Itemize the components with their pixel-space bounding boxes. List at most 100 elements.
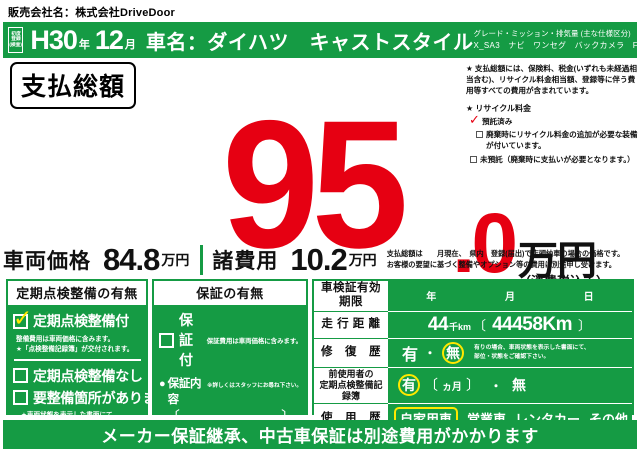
divider (200, 245, 204, 275)
recycle-not-deposited-label: 未預託（廃棄時に支払いが必要となります。） (480, 155, 635, 165)
previous-record-label-line-2: 定期点検整備記録簿 (319, 379, 383, 402)
recycle-extra-equipment-row[interactable]: 廃棄時にリサイクル料金の追加が必要な装備が付いています。 (476, 130, 638, 152)
recycle-fee-heading: ★ リサイクル料金 (466, 104, 531, 114)
spec-label-mileage: 走 行 距 離 (314, 311, 388, 339)
warranty-content-row: ● 保証内容 ※詳しくはスタッフにお尋ね下さい。 (159, 375, 302, 407)
spec-label-repair-history: 修 復 歴 (314, 338, 388, 368)
vehicle-price-label: 車両価格 (3, 250, 91, 273)
total-payment-label: 支払総額 (10, 62, 137, 109)
checkbox-empty-icon (476, 131, 483, 139)
total-price-integer: 95 (222, 82, 409, 286)
bracket-open-icon: 〔 (473, 317, 487, 333)
bullet-icon: ● (159, 378, 166, 390)
spec-value-mileage: 44 千km 〔 44458Km 〕 (387, 311, 632, 339)
fees-unit: 万円 (348, 252, 377, 268)
spec-label-inspection-expiry: 車検証有効期限 (314, 281, 388, 312)
warranty-option-with-note: 保証費用は車両価格に含みます。 (206, 337, 302, 345)
first-registration-badge: 初度 登録 (検査) (8, 27, 24, 53)
previous-record-yes-selected[interactable]: 有 (397, 374, 420, 397)
total-includes-note: ★ 支払総額には、保険料、税金(いずれも未経過相当含む)、リサイクル料金相当額、… (466, 64, 637, 95)
inspection-option-needs-repair[interactable]: 要整備箇所があります (13, 388, 170, 408)
title-bar: 初度 登録 (検査) H30 年 12 月 車名：ダイハツ キャストスタイル グ… (3, 22, 640, 58)
price-disclaimer-line-1: 支払総額は 月現在、 県内 登録(届出)で店頭納車の場合の価格です。 (386, 249, 625, 259)
registration-year: H30 (30, 24, 78, 55)
badge-line-3: (検査) (9, 41, 23, 48)
inspection-sub-notes: 整備費用は車両価格に含みます。 ★「点検整備記録簿」が交付されます。 (16, 335, 142, 354)
inspection-option-none-label: 定期点検整備なし (33, 367, 143, 384)
inspection-footnote-line-1: ★車両状態を表示した書面にて、 (21, 411, 119, 419)
inspection-sub-line-1: 整備費用は車両価格に含みます。 (16, 336, 115, 343)
repair-history-yes[interactable]: 有 (401, 346, 418, 364)
inspection-option-none[interactable]: 定期点検整備なし (13, 366, 143, 386)
recycle-not-deposited-row[interactable]: 未預託（廃棄時に支払いが必要となります。） (470, 155, 638, 166)
mileage-exact: 44458Km (492, 313, 573, 335)
inspection-sub-line-2: ★「点検整備記録簿」が交付されます。 (16, 345, 134, 353)
inspection-option-with-label: 定期点検整備付 (33, 313, 129, 329)
expiry-year-label: 年 (426, 292, 437, 304)
recycle-deposited-label: 預託済み (482, 116, 513, 126)
notes-panel: ★ 支払総額には、保険料、税金(いずれも未経過相当含む)、リサイクル料金相当額、… (466, 64, 638, 169)
warranty-period-km: 千km (243, 448, 265, 453)
separator-dot-icon: ・ (423, 346, 436, 361)
repair-history-note-line-2: 部位・状態をご確認下さい。 (473, 353, 550, 360)
repair-history-note-line-1: 有りの場合、車両状態を表示した書面にて、 (473, 345, 590, 352)
warranty-panel: 保証の有無 保証付 保証費用は車両価格に含みます。 ● 保証内容 ※詳しくはスタ… (152, 279, 308, 453)
dealer-line: 販売会社名：株式会社DriveDoor (8, 4, 175, 20)
bracket-open-icon: 〔 (165, 444, 180, 453)
inspection-option-needs-repair-label: 要整備箇所があります (33, 389, 170, 406)
warranty-option-with-label: 保証付 (179, 312, 193, 368)
badge-line-2: 登録 (10, 36, 21, 43)
checkbox-empty-icon (159, 332, 174, 348)
warranty-content-label: 保証内容 (167, 378, 202, 406)
divider (14, 359, 141, 361)
recycle-deposited-row[interactable]: 預託済み (469, 113, 638, 128)
vehicle-price-value: 84.8 (103, 242, 160, 277)
previous-record-no[interactable]: 無 (511, 377, 526, 394)
bracket-close-icon: 〕 (281, 444, 296, 453)
table-row-inspection-expiry: 車検証有効期限 年 月 日 (314, 281, 632, 312)
expiry-month-label: 月 (504, 292, 515, 304)
spec-table-panel: 車検証有効期限 年 月 日 走 行 距 離 44 千km (312, 279, 634, 434)
grade-value: X_SA3 ナビ ワンセグ バックカメラ Frドラレコ (473, 40, 640, 50)
repair-history-note: 有りの場合、車両状態を表示した書面にて、 部位・状態をご確認下さい。 (474, 344, 590, 361)
car-name: 車名：ダイハツ キャストスタイル (145, 31, 474, 54)
price-disclaimer-line-2: お客様の要望に基づく整備やオプション等の費用は別途申し受けます。 (386, 260, 616, 269)
separator-dot-icon: ・ (489, 378, 502, 393)
grade-info: グレード・ミッション・排気量 (主な仕様区分) X_SA3 ナビ ワンセグ バッ… (474, 29, 640, 51)
dealer-name: 株式会社DriveDoor (75, 7, 175, 19)
month-unit-label: 月 (124, 38, 136, 51)
previous-record-label-line-1: 前使用者の (328, 368, 374, 379)
registration-month: 12 (94, 24, 124, 55)
previous-record-months-unit: ヵ月 (441, 381, 462, 393)
bracket-close-icon: 〕 (465, 377, 480, 394)
repair-history-no-selected[interactable]: 無 (441, 341, 464, 364)
bracket-open-icon: 〔 (423, 377, 438, 394)
fees-label: 諸費用 (212, 250, 279, 273)
year-unit-label: 年 (78, 38, 90, 51)
footer-banner: メーカー保証継承、中古車保証は別途費用がかかります (3, 420, 637, 449)
inspection-panel: 定期点検整備の有無 定期点検整備付 整備費用は車両価格に含みます。 ★「点検整備… (6, 279, 170, 428)
checkbox-empty-icon (13, 390, 28, 406)
spec-value-repair-history: 有 ・ 無 有りの場合、車両状態を表示した書面にて、 部位・状態をご確認下さい。 (387, 338, 632, 368)
mileage-value: 44 (427, 313, 449, 335)
spec-value-inspection-expiry[interactable]: 年 月 日 (387, 281, 632, 312)
checkbox-empty-icon (470, 156, 477, 164)
badge-line-1: 初度 (10, 31, 21, 38)
check-icon (469, 113, 480, 126)
panels-container: 定期点検整備の有無 定期点検整備付 整備費用は車両価格に含みます。 ★「点検整備… (6, 279, 634, 453)
warranty-panel-title: 保証の有無 (154, 281, 306, 305)
recycle-extra-equipment-label: 廃棄時にリサイクル料金の追加が必要な装備が付いています。 (486, 130, 638, 151)
dealer-label: 販売会社名： (8, 7, 76, 19)
warranty-content-note: ※詳しくはスタッフにお尋ね下さい。 (207, 383, 302, 389)
bracket-close-icon: 〕 (578, 317, 592, 333)
vehicle-price-unit: 万円 (161, 252, 190, 268)
table-row-repair-history: 修 復 歴 有 ・ 無 有りの場合、車両状態を表示した書面にて、 部位・状態をご… (314, 338, 632, 368)
expiry-day-label: 日 (583, 292, 594, 304)
table-row-previous-record: 前使用者の 定期点検整備記録簿 有 〔 ヵ月 〕 ・ 無 (314, 367, 632, 405)
warranty-option-with[interactable]: 保証付 保証費用は車両価格に含みます。 (159, 310, 302, 370)
inspection-option-with[interactable]: 定期点検整備付 (13, 307, 142, 331)
grade-heading: グレード・ミッション・排気量 (主な仕様区分) (473, 28, 631, 38)
fees-value: 10.2 (290, 242, 347, 277)
table-row-mileage: 走 行 距 離 44 千km 〔 44458Km 〕 (314, 311, 632, 339)
